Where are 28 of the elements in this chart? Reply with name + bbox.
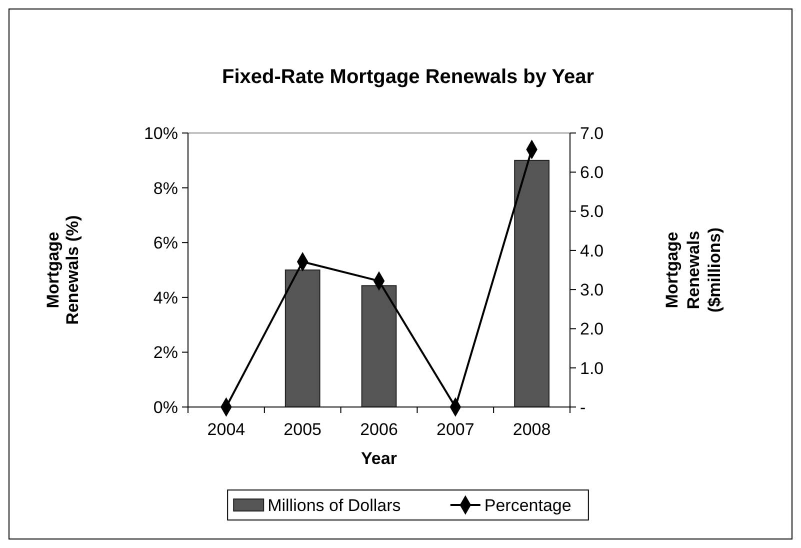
bar: [361, 285, 397, 408]
x-tick-label: 2007: [436, 420, 474, 439]
x-tick-label: 2004: [207, 420, 246, 439]
y-axis-title: Mortgage Renewals (%): [44, 215, 82, 325]
y-tick-label: 0%: [153, 398, 178, 417]
y2-tick-label: 1.0: [580, 358, 604, 378]
y2-tick-label: 7.0: [580, 124, 604, 143]
y2-tick-label: -: [580, 398, 586, 417]
y-tick-label: 8%: [153, 178, 178, 198]
x-tick-label: 2008: [512, 420, 551, 439]
x-tick-label: 2006: [360, 420, 398, 439]
y-tick-label: 2%: [153, 343, 178, 362]
bar: [284, 270, 320, 408]
x-axis-title: Year: [361, 449, 398, 468]
legend-label: Percentage: [484, 496, 572, 515]
bar: [514, 160, 550, 408]
y-tick-label: 4%: [153, 288, 178, 308]
y-tick-label: 6%: [153, 234, 178, 253]
y2-tick-label: 5.0: [580, 202, 604, 222]
y-tick-label: 10%: [144, 124, 178, 143]
legend-label: Millions of Dollars: [268, 496, 401, 515]
y2-tick-label: 2.0: [580, 320, 604, 339]
y2-tick-label: 3.0: [580, 280, 604, 300]
x-tick-label: 2005: [284, 420, 322, 439]
chart-title: Fixed-Rate Mortgage Renewals by Year: [222, 66, 594, 88]
y2-axis-title: Mortgage Renewals ($millions): [662, 227, 724, 313]
y2-tick-label: 4.0: [580, 241, 604, 260]
y2-tick-label: 6.0: [580, 163, 604, 182]
